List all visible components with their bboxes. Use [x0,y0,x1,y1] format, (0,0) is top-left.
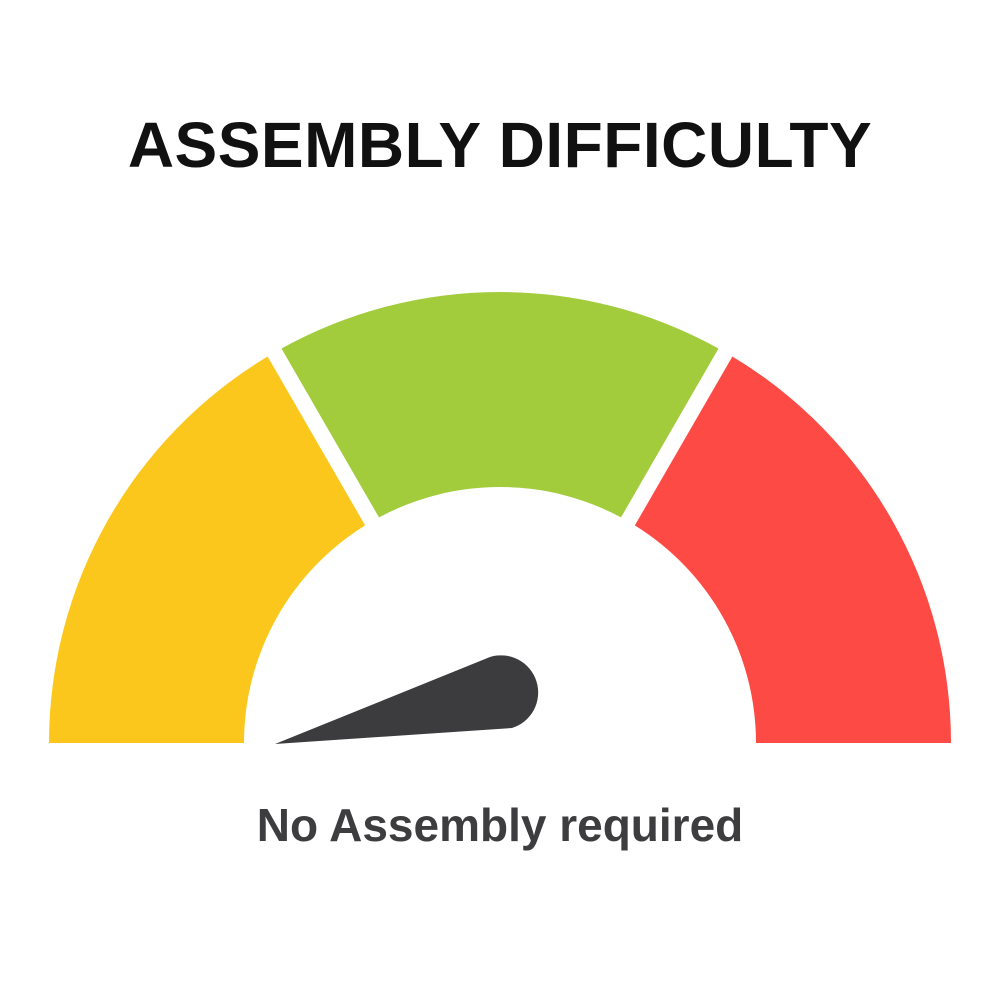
gauge-title: ASSEMBLY DIFFICULTY [127,109,873,181]
gauge-needle [275,655,539,744]
difficulty-caption: No Assembly required [256,799,744,851]
gauge-segment-high [634,356,951,743]
gauge-segment-medium [281,291,719,518]
gauge-segment-low [49,356,366,743]
